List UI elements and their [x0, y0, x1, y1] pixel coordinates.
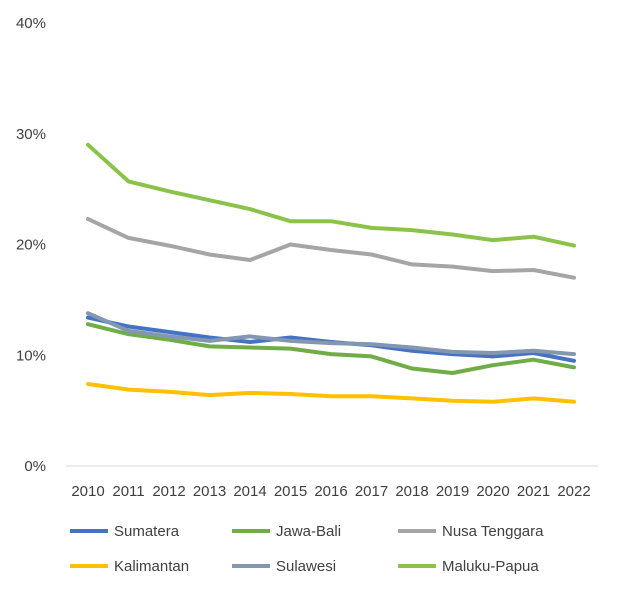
series-lines [86, 142, 576, 404]
y-tick-label: 40% [16, 15, 46, 32]
x-tick-label: 2010 [71, 483, 104, 500]
legend-label: Maluku-Papua [442, 558, 539, 575]
x-tick-label: 2019 [436, 483, 469, 500]
x-tick-label: 2012 [152, 483, 185, 500]
x-tick-label: 2022 [557, 483, 590, 500]
legend-item-sulawesi: Sulawesi [232, 558, 336, 575]
legend-label: Kalimantan [114, 558, 189, 575]
legend: Sumatera Jawa-Bali Nusa Tenggara Kalimantan… [70, 523, 544, 575]
x-tick-label: 2020 [476, 483, 509, 500]
y-tick-label: 20% [16, 237, 46, 254]
legend-item-maluku-papua: Maluku-Papua [398, 558, 539, 575]
x-tick-label: 2013 [193, 483, 226, 500]
series-line-kalimantan [86, 382, 576, 404]
legend-item-sumatera: Sumatera [70, 523, 180, 540]
series-line-nusa-tenggara [86, 217, 576, 280]
x-tick-label: 2018 [395, 483, 428, 500]
x-axis-tick-labels: 2010 2011 2012 2013 2014 2015 2016 2017 2018 2019… [71, 483, 590, 500]
y-tick-label: 10% [16, 347, 46, 364]
legend-label: Jawa-Bali [276, 523, 341, 540]
series-line-maluku-papua [86, 142, 576, 248]
x-tick-label: 2011 [112, 483, 144, 500]
y-tick-label: 0% [24, 458, 46, 475]
legend-label: Sumatera [114, 523, 180, 540]
x-tick-label: 2015 [274, 483, 307, 500]
x-tick-label: 2017 [355, 483, 388, 500]
legend-label: Sulawesi [276, 558, 336, 575]
series-line-sulawesi [86, 311, 576, 357]
x-tick-label: 2016 [314, 483, 347, 500]
y-tick-label: 30% [16, 126, 46, 143]
series-line-jawa-bali [86, 322, 576, 375]
x-tick-label: 2021 [517, 483, 550, 500]
legend-item-kalimantan: Kalimantan [70, 558, 189, 575]
legend-item-nusa-tenggara: Nusa Tenggara [398, 523, 544, 540]
y-axis-tick-labels: 0% 10% 20% 30% 40% [16, 15, 46, 475]
x-tick-label: 2014 [233, 483, 266, 500]
legend-label: Nusa Tenggara [442, 523, 544, 540]
legend-item-jawa-bali: Jawa-Bali [232, 523, 341, 540]
